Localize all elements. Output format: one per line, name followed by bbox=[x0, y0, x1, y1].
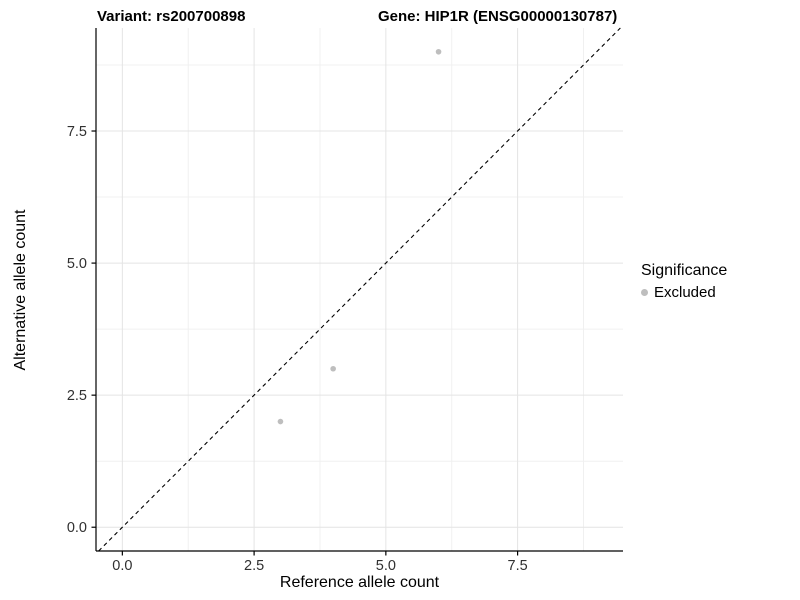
variant-title: Variant: rs200700898 bbox=[97, 8, 246, 25]
legend-entry-excluded: Excluded bbox=[641, 284, 727, 301]
y-axis-label: Alternative allele count bbox=[12, 209, 29, 371]
x-tick-label: 2.5 bbox=[244, 558, 264, 574]
data-point bbox=[330, 365, 336, 372]
x-axis-label: Reference allele count bbox=[279, 574, 440, 591]
y-tick-label: 2.5 bbox=[67, 388, 87, 404]
legend-entry-label: Excluded bbox=[654, 284, 716, 301]
y-tick-label: 5.0 bbox=[67, 256, 87, 272]
x-tick-label: 0.0 bbox=[112, 558, 132, 574]
x-tick-label: 7.5 bbox=[508, 558, 528, 574]
gene-title: Gene: HIP1R (ENSG00000130787) bbox=[378, 8, 618, 25]
y-tick-label: 0.0 bbox=[67, 520, 87, 536]
data-point bbox=[277, 418, 284, 425]
data-point bbox=[435, 48, 442, 55]
legend: Significance Excluded bbox=[641, 261, 727, 301]
y-tick-label: 7.5 bbox=[67, 124, 87, 140]
excluded-point-icon bbox=[641, 289, 648, 296]
identity-dashed-line bbox=[98, 27, 621, 552]
legend-title: Significance bbox=[641, 262, 728, 279]
x-tick-label: 5.0 bbox=[376, 558, 396, 574]
